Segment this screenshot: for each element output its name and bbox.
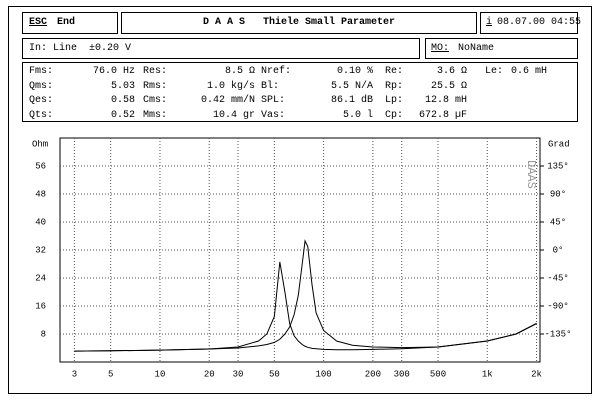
param-label: Qms: <box>29 80 54 92</box>
x-tick-label: 1k <box>482 369 493 379</box>
x-tick-label: 100 <box>316 369 332 379</box>
param-label: Mms: <box>143 109 168 121</box>
param-label: Res: <box>143 66 168 77</box>
param-label: Bl: <box>261 80 280 92</box>
x-tick-label: 2k <box>531 369 542 379</box>
param-value: 5.5 N/A <box>330 80 373 92</box>
datetime: 08.07.00 04:55 <box>497 17 582 28</box>
param-label: Vas: <box>261 109 286 121</box>
param-value: 0.10 % <box>336 66 373 77</box>
param-value: 12.8 mH <box>424 95 467 106</box>
input-box: In: Line ±0.20 V <box>22 38 420 59</box>
param-value: 1.0 kg/s <box>206 80 255 92</box>
x-tick-label: 10 <box>155 369 166 379</box>
param-value: 3.6 Ω <box>436 66 467 77</box>
window-frame <box>8 6 592 394</box>
y2-tick-label: 45° <box>550 217 566 227</box>
y-tick-label: 16 <box>35 301 46 311</box>
param-value: 8.5 Ω <box>224 66 255 77</box>
param-label: Rms: <box>143 80 168 92</box>
y2-axis-label: Grad <box>548 139 570 149</box>
x-tick-label: 500 <box>430 369 446 379</box>
impedance-curve <box>74 239 537 352</box>
x-tick-label: 30 <box>233 369 244 379</box>
x-tick-label: 3 <box>72 369 77 379</box>
param-value: 76.0 Hz <box>92 66 135 77</box>
x-tick-label: 300 <box>394 369 410 379</box>
y-tick-label: 32 <box>35 245 46 255</box>
parameter-table: Fms: 76.0 Hz Res: 8.5 Ω Nref: 0.10 % Re: 3.6 Ω L… <box>22 62 578 122</box>
title-bar: D A A S Thiele Small Parameter <box>121 12 477 34</box>
param-label: Qts: <box>29 109 54 121</box>
y-tick-label: 56 <box>35 161 46 171</box>
info-icon[interactable]: i <box>486 17 493 28</box>
param-value: 10.4 gr <box>212 109 255 121</box>
impedance-curve <box>74 261 537 352</box>
mo-value: NoName <box>458 43 495 54</box>
param-value: 5.0 l <box>342 109 373 121</box>
param-value: 0.52 <box>110 109 135 121</box>
param-value: 25.5 Ω <box>430 80 467 92</box>
param-value: 0.42 mm/N <box>200 95 255 106</box>
esc-button[interactable]: ESC End <box>22 12 118 34</box>
title: D A A S Thiele Small Parameter <box>202 17 396 28</box>
param-value: 5.03 <box>110 80 135 92</box>
y-tick-label: 40 <box>35 217 46 227</box>
esc-key: ESC <box>29 17 48 28</box>
param-value: 672.8 µF <box>418 109 467 121</box>
mo-box: MO: NoName <box>425 38 578 59</box>
param-label: SPL: <box>261 95 286 106</box>
y-tick-label: 24 <box>35 273 46 283</box>
param-value: 86.1 dB <box>330 95 373 106</box>
x-tick-label: 5 <box>108 369 113 379</box>
param-label: Cp: <box>385 109 404 121</box>
y2-tick-label: -135° <box>544 329 571 339</box>
param-label: Fms: <box>29 66 54 77</box>
param-label: Rp: <box>385 80 404 92</box>
param-label: Qes: <box>29 95 54 106</box>
end-label: End <box>57 17 76 28</box>
y2-tick-label: 135° <box>547 161 569 171</box>
param-value: 0.58 <box>110 95 135 106</box>
x-tick-label: 200 <box>365 369 381 379</box>
x-tick-label: 20 <box>204 369 215 379</box>
watermark: DAAS <box>524 160 538 189</box>
param-value: 0.6 mH <box>511 66 548 77</box>
param-label: Lp: <box>385 95 404 106</box>
param-label: Nref: <box>261 66 292 77</box>
y2-tick-label: -45° <box>547 273 569 283</box>
y-tick-label: 8 <box>41 329 46 339</box>
param-label: Re: <box>385 66 404 77</box>
y2-tick-label: -90° <box>547 301 569 311</box>
input-level: In: Line ±0.20 V <box>29 43 132 54</box>
y2-tick-label: 90° <box>550 189 566 199</box>
datetime-box: i 08.07.00 04:55 <box>480 12 582 34</box>
x-tick-label: 50 <box>269 369 280 379</box>
y2-tick-label: 0° <box>553 245 564 255</box>
mo-label: MO: <box>431 43 450 54</box>
y-tick-label: 48 <box>35 189 46 199</box>
param-label: Cms: <box>143 95 168 106</box>
param-label: Le: <box>485 66 504 77</box>
y-axis-label: Ohm <box>32 139 48 149</box>
